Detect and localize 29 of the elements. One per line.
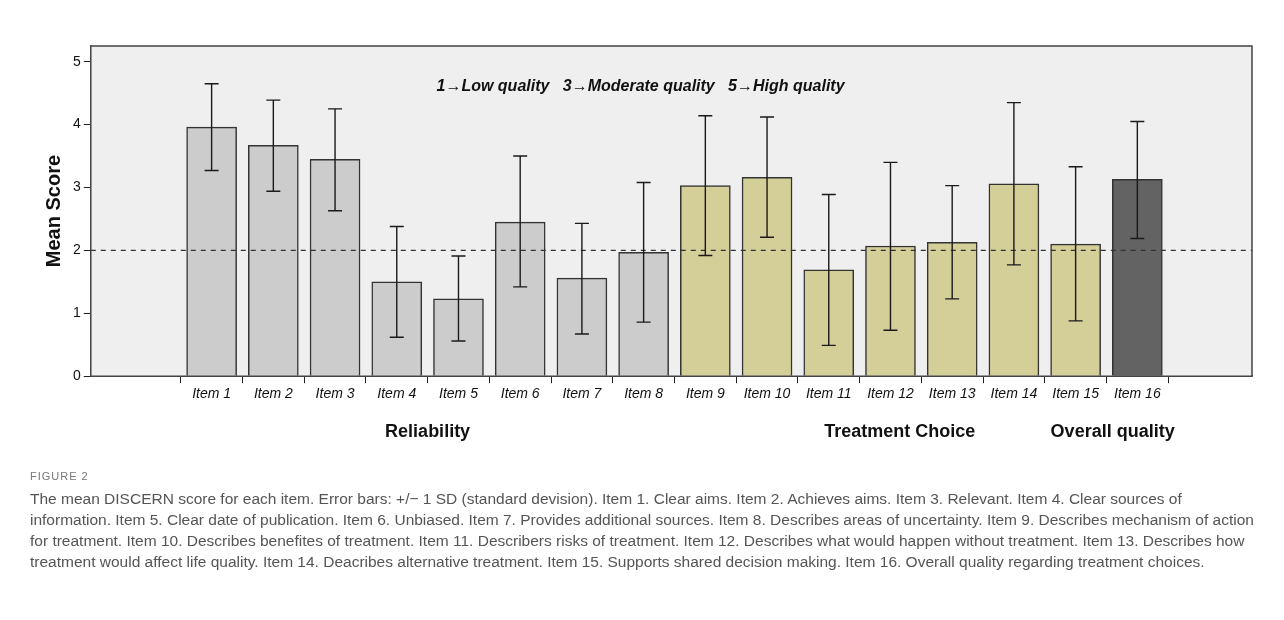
x-tick-label: Item 4 (377, 385, 417, 402)
x-tick-label: Item 3 (315, 385, 355, 402)
x-tick-label: Item 7 (562, 385, 603, 402)
x-tick-label: Item 8 (624, 385, 664, 402)
y-tick-label: 5 (72, 52, 81, 69)
x-tick-label: Item 10 (743, 385, 791, 402)
x-tick-label: Item 1 (192, 385, 232, 402)
y-tick-label: 3 (72, 178, 81, 195)
y-tick-label: 0 (72, 367, 81, 384)
x-tick-label: Item 13 (928, 385, 976, 402)
x-tick-label: Item 11 (805, 385, 852, 402)
y-axis-title: Mean Score (41, 154, 64, 268)
x-tick-label: Item 14 (990, 385, 1038, 402)
y-tick-label: 1 (72, 304, 81, 321)
caption: FIGURE 2 (30, 470, 90, 482)
text: Overall quality (1050, 421, 1175, 442)
text: The mean DISCERN score for each item. Error bars: +/− 1 SD (standard devision). Item 1. Clear aims. Item 2. Achieves aims. Item 3. Relevant. Item 4. Clear sources of information. Item 5. Clear date of publication. Item 6. Unbiased. Item 7. Provides additional sources. Item 8. Describes areas of uncertainty. Item 9. Describes mechanism of action for treatment. Item 10. Describes benefites of treatment. Item 11. Describers risks of treatment. Item 12. Describes what would happen without treatment. Item 13. Describes how treatment would affect life quality. Item 14. Deacribes alternative treatment. Item 15. Supports shared decision making. Item 16. Overall quality regarding treatment choices. (30, 489, 1255, 572)
y-tick-label: 4 (72, 115, 81, 132)
x-tick-label: Item 9 (685, 385, 725, 402)
annotation: 1→Low quality 3→Moderate quality 5→High quality (436, 77, 846, 95)
x-tick-label: Item 16 (1113, 385, 1161, 402)
text: Reliability (385, 421, 471, 442)
x-tick-label: Item 15 (1052, 385, 1100, 402)
y-tick-label: 2 (72, 241, 81, 258)
x-tick-label: Item 12 (867, 385, 915, 402)
x-tick-label: Item 6 (500, 385, 540, 402)
x-tick-label: Item 5 (439, 385, 479, 402)
x-tick-label: Item 2 (253, 385, 293, 402)
text: Treatment Choice (824, 421, 976, 442)
